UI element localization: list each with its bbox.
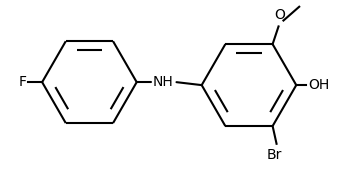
Text: OH: OH	[308, 78, 329, 92]
Text: F: F	[18, 75, 26, 89]
Text: O: O	[274, 9, 285, 23]
Text: NH: NH	[152, 75, 173, 89]
Text: Br: Br	[267, 148, 282, 162]
